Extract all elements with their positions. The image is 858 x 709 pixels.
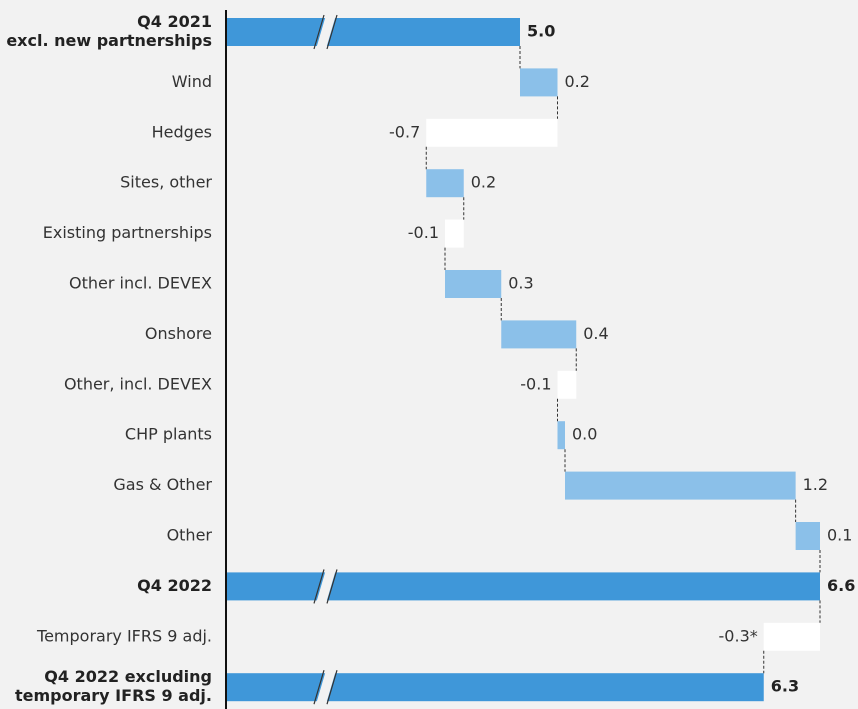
- bar: [426, 169, 464, 198]
- category-label: temporary IFRS 9 adj.: [15, 686, 212, 705]
- category-label: Q4 2022 excluding: [44, 667, 212, 686]
- bar: [226, 572, 820, 601]
- value-label: 0.1: [827, 526, 852, 545]
- axis-break-line: [313, 14, 325, 50]
- value-label: -0.1: [520, 374, 551, 393]
- category-label: Temporary IFRS 9 adj.: [36, 626, 212, 645]
- value-label: -0.7: [389, 122, 420, 141]
- bar: [557, 421, 565, 450]
- value-label: 1.2: [803, 475, 828, 494]
- category-label: excl. new partnerships: [6, 31, 212, 50]
- bar: [445, 219, 464, 248]
- bar: [226, 18, 520, 46]
- category-label: CHP plants: [125, 425, 212, 444]
- axis-break-line: [326, 670, 338, 705]
- bar: [520, 68, 558, 97]
- category-label: Sites, other: [120, 173, 212, 192]
- axis-break: [316, 569, 336, 604]
- bar: [501, 320, 577, 349]
- category-label: Gas & Other: [113, 475, 212, 494]
- value-label: 0.2: [565, 72, 590, 91]
- category-label: Onshore: [145, 324, 212, 343]
- bar: [226, 673, 764, 702]
- bar: [557, 370, 577, 399]
- axis-break-line: [313, 569, 325, 604]
- value-label: 5.0: [527, 22, 555, 41]
- axis-break-line: [313, 670, 325, 705]
- axis-break: [316, 15, 336, 49]
- bar: [795, 522, 820, 550]
- category-label: Existing partnerships: [43, 223, 212, 242]
- value-label: 6.6: [827, 576, 855, 595]
- category-label: Other: [167, 526, 213, 545]
- category-label: Other incl. DEVEX: [69, 274, 212, 293]
- category-label: Q4 2022: [137, 576, 212, 595]
- value-label: -0.3*: [719, 626, 758, 645]
- bar: [763, 622, 820, 651]
- bar: [426, 118, 558, 147]
- category-label: Hedges: [152, 122, 212, 141]
- value-label: 0.2: [471, 173, 496, 192]
- value-label: 0.0: [572, 425, 597, 444]
- axis-break-line: [326, 569, 338, 604]
- axis-break-line: [326, 14, 338, 50]
- value-label: 0.4: [583, 324, 608, 343]
- value-label: 6.3: [771, 677, 799, 696]
- category-label: Q4 2021: [137, 12, 212, 31]
- value-label: 0.3: [508, 274, 533, 293]
- category-label: Wind: [172, 72, 212, 91]
- bar: [565, 471, 796, 500]
- value-label: -0.1: [408, 223, 439, 242]
- bar: [445, 270, 502, 298]
- axis-break: [316, 670, 336, 705]
- category-label: Other, incl. DEVEX: [64, 374, 212, 393]
